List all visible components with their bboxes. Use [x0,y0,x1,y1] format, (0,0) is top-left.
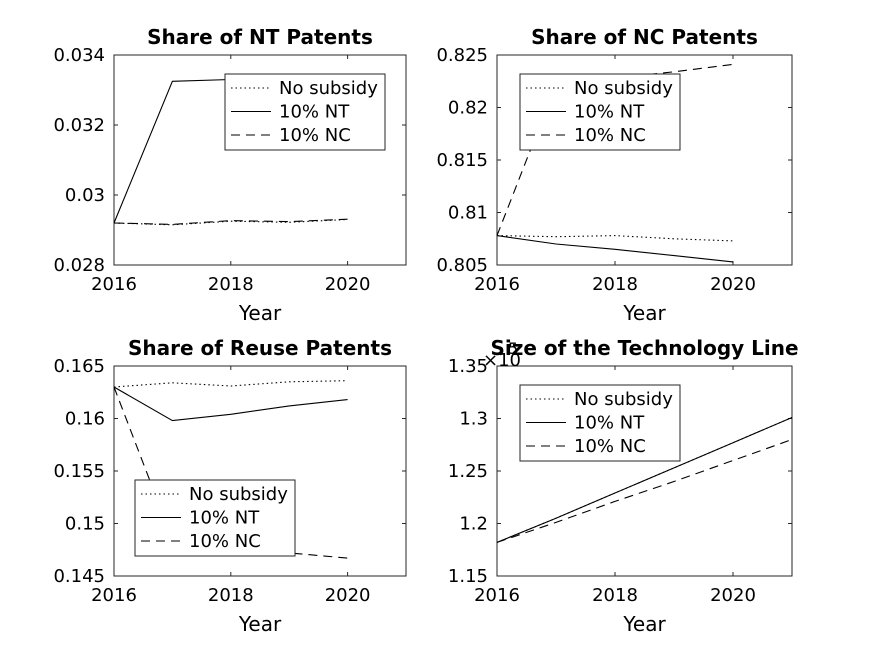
y-tick-label: 0.815 [436,150,488,171]
x-tick-label: 2016 [91,274,137,295]
legend-label: 10% NC [574,125,646,146]
chart-title: Share of NT Patents [147,25,373,49]
legend-label: 10% NC [574,436,646,457]
chart-title: Share of NC Patents [531,25,758,49]
x-axis-label: Year [622,301,666,325]
chart-title: Size of the Technology Line [490,336,798,360]
x-tick-label: 2018 [208,274,254,295]
legend: No subsidy 10% NT10% NC [225,74,385,150]
x-tick-label: 2016 [474,274,520,295]
chart-panel-3: 2016 2018 2020 0.145 0.15 0.155 0.16 0.165 Year N… [53,336,406,636]
y-tick-label: 0.145 [53,566,105,587]
y-tick-label: 0.028 [53,255,105,276]
x-tick-label: 2016 [91,585,137,606]
legend-label: No subsidy [574,78,673,99]
y-tick-label: 0.805 [436,255,488,276]
chart-panel-1: 2016 2018 2020 0.028 0.03 0.032 0.034 Year No su… [53,25,406,325]
x-tick-label: 2020 [710,274,756,295]
legend-label: No subsidy [189,484,288,505]
legend-label: 10% NC [189,531,261,552]
legend: No subsidy 10% NT10% NC [520,385,680,461]
legend-label: 10% NT [574,102,645,123]
y-tick-label: 1.35 [448,356,488,377]
x-axis-label: Year [622,612,666,636]
y-tick-label: 1.3 [459,409,488,430]
chart-panel-4: 2016201820201.151.21.251.31.35×105YearNo… [448,336,799,636]
y-tick-label: 1.15 [448,566,488,587]
y-tick-label: 0.03 [65,185,105,206]
y-tick-label: 0.16 [65,409,105,430]
x-tick-label: 2018 [592,274,638,295]
y-tick-label: 0.81 [448,203,488,224]
x-axis-label: Year [238,612,282,636]
legend-label: 10% NT [279,102,350,123]
x-tick-label: 2020 [325,274,371,295]
y-tick-label: 0.165 [53,356,105,377]
x-tick-label: 2018 [208,585,254,606]
y-tick-label: 0.82 [448,98,488,119]
legend-label: 10% NT [189,508,260,529]
legend: No subsidy 10% NT10% NC [135,480,295,556]
legend-label: No subsidy [279,78,378,99]
chart-panel-2: 2016 2018 2020 0.805 0.81 0.815 0.82 0.825 Year N… [436,25,792,325]
y-tick-label: 0.155 [53,461,105,482]
x-tick-label: 2018 [592,585,638,606]
y-tick-label: 1.2 [459,514,488,535]
x-tick-label: 2016 [474,585,520,606]
chart-title: Share of Reuse Patents [128,336,392,360]
y-tick-label: 1.25 [448,461,488,482]
x-axis-label: Year [238,301,282,325]
y-tick-label: 0.032 [53,115,105,136]
x-tick-label: 2020 [325,585,371,606]
y-tick-label: 0.034 [53,45,105,66]
legend-label: No subsidy [574,389,673,410]
legend-label: 10% NT [574,413,645,434]
y-tick-label: 0.15 [65,514,105,535]
legend-label: 10% NC [279,125,351,146]
x-tick-label: 2020 [710,585,756,606]
y-tick-label: 0.825 [436,45,488,66]
legend: No subsidy 10% NT10% NC [520,74,680,150]
